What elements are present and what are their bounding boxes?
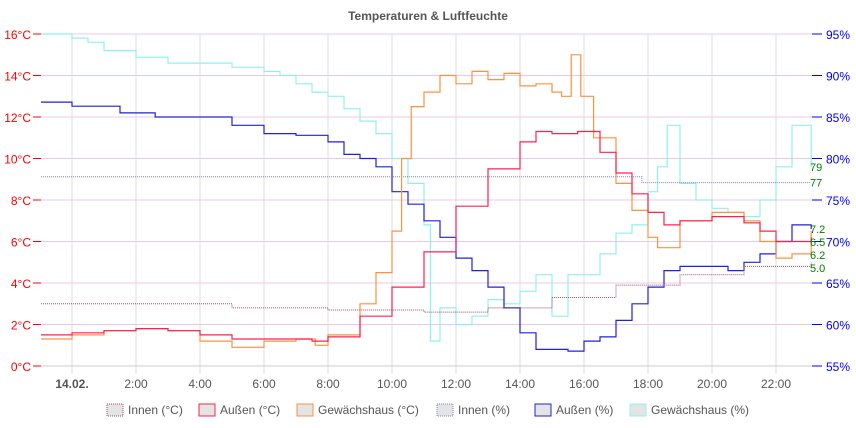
y-right-tick-label: 95% — [826, 28, 850, 42]
legend-item: Gewächshaus (%) — [629, 403, 749, 417]
series-line-gewächshaus- — [41, 33, 812, 342]
y-right-tick-label: 75% — [826, 194, 850, 208]
legend-swatch — [198, 403, 216, 417]
axes: 0°C 2°C 4°C 6°C 8°C 10°C 12°C 14°C 16°C 55% 60% 65%… — [4, 28, 850, 391]
legend-item: Gewächshaus (°C) — [296, 403, 419, 417]
end-label: 6.5 — [810, 237, 825, 249]
legend-label: Innen (%) — [458, 403, 510, 417]
series-line-innen-c- — [41, 262, 812, 313]
end-labels: 79 77 7.26.56.25.0 — [810, 162, 825, 275]
legend-item: Innen (%) — [436, 403, 510, 417]
y-right-tick-label: 55% — [826, 360, 850, 374]
legend-label: Außen (%) — [556, 403, 613, 417]
x-tick-label: 18:00 — [633, 377, 663, 391]
y-left-tick-label: 2°C — [11, 319, 31, 333]
legend-item: Außen (%) — [534, 403, 613, 417]
x-tick-label: 2:00 — [124, 377, 148, 391]
end-label: 77 — [810, 178, 822, 190]
end-label: 5.0 — [810, 263, 825, 275]
end-label: 6.2 — [810, 250, 825, 262]
y-left-tick-label: 8°C — [11, 194, 31, 208]
grid — [41, 33, 812, 374]
legend: Innen (°C) Außen (°C) Gewächshaus (°C) Inne… — [106, 403, 749, 417]
y-left-tick-label: 12°C — [4, 111, 31, 125]
y-right-tick-label: 70% — [826, 236, 850, 250]
legend-swatch — [534, 403, 552, 417]
legend-label: Innen (°C) — [128, 403, 183, 417]
legend-swatch — [436, 403, 454, 417]
x-tick-label: 4:00 — [188, 377, 212, 391]
chart-title: Temperaturen & Luftfeuchte — [348, 9, 508, 23]
end-label: 7.2 — [810, 224, 825, 236]
y-right-tick-label: 85% — [826, 111, 850, 125]
y-left-tick-label: 14°C — [4, 70, 31, 84]
legend-swatch — [629, 403, 647, 417]
y-right-tick-label: 65% — [826, 277, 850, 291]
x-tick-label: 14.02. — [55, 377, 88, 391]
y-left-tick-label: 0°C — [11, 360, 31, 374]
legend-label: Außen (°C) — [220, 403, 280, 417]
y-right-tick-label: 90% — [826, 70, 850, 84]
y-left-tick-label: 10°C — [4, 153, 31, 167]
x-tick-label: 8:00 — [316, 377, 340, 391]
legend-swatch — [106, 403, 124, 417]
series-line-außen-c- — [41, 130, 812, 342]
x-tick-label: 22:00 — [761, 377, 791, 391]
y-right-tick-label: 80% — [826, 153, 850, 167]
y-left-tick-label: 6°C — [11, 236, 31, 250]
legend-label: Gewächshaus (%) — [651, 403, 749, 417]
x-tick-label: 20:00 — [697, 377, 727, 391]
legend-label: Gewächshaus (°C) — [318, 403, 419, 417]
y-left-tick-label: 4°C — [11, 277, 31, 291]
series-line-gewächshaus-c- — [41, 54, 812, 348]
end-label: 79 — [810, 162, 822, 174]
x-tick-label: 14:00 — [505, 377, 535, 391]
legend-item: Innen (°C) — [106, 403, 183, 417]
y-right-tick-label: 60% — [826, 319, 850, 333]
x-tick-label: 16:00 — [569, 377, 599, 391]
legend-item: Außen (°C) — [198, 403, 280, 417]
legend-swatch — [296, 403, 314, 417]
y-left-tick-label: 16°C — [4, 28, 31, 42]
x-tick-label: 6:00 — [252, 377, 276, 391]
x-tick-label: 10:00 — [377, 377, 407, 391]
series-group — [41, 33, 812, 352]
series-line-innen- — [41, 176, 812, 184]
series-line-außen- — [41, 101, 812, 352]
x-tick-label: 12:00 — [441, 377, 471, 391]
